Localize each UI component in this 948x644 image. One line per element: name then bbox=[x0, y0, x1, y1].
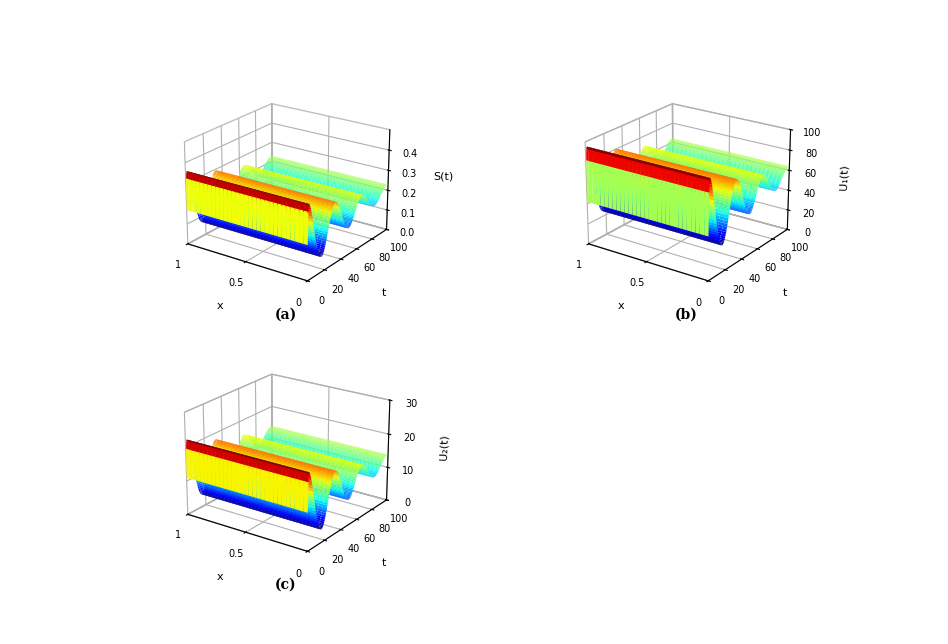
Text: (c): (c) bbox=[275, 578, 297, 592]
X-axis label: x: x bbox=[618, 301, 625, 311]
Y-axis label: t: t bbox=[782, 288, 787, 298]
Y-axis label: t: t bbox=[382, 288, 386, 298]
X-axis label: x: x bbox=[217, 572, 224, 582]
X-axis label: x: x bbox=[217, 301, 224, 311]
Y-axis label: t: t bbox=[382, 558, 386, 569]
Text: (b): (b) bbox=[675, 307, 698, 321]
Text: (a): (a) bbox=[274, 307, 297, 321]
